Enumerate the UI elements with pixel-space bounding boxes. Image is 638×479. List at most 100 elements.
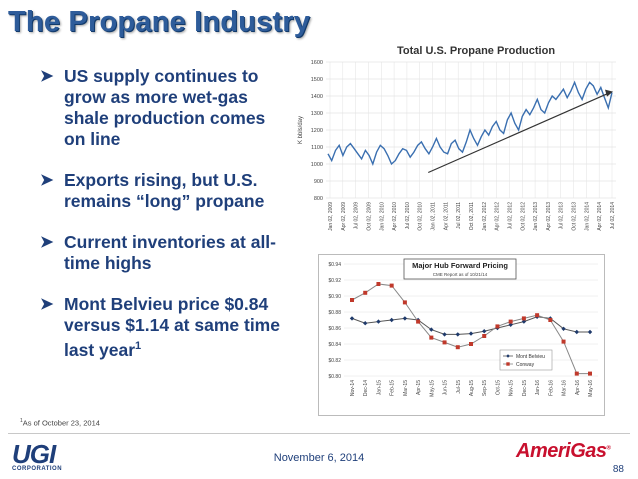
x-tick-label: Dec-14 (363, 380, 369, 396)
bullet-text: Exports rising, but U.S. remains “long” … (64, 170, 265, 211)
x-tick-label: Feb-16 (548, 380, 554, 396)
y-tick-label: 800 (314, 196, 323, 202)
x-tick-label: Jul-15 (456, 380, 462, 394)
chart-title: Total U.S. Propane Production (397, 45, 555, 57)
x-tick-label: Jan 02, 2014 (584, 202, 590, 231)
x-tick-label: Dec-15 (522, 380, 528, 396)
x-tick-label: Oct 02, 2011 (469, 202, 475, 230)
data-point (349, 316, 355, 321)
y-tick-label: 1500 (311, 77, 323, 83)
data-point (588, 371, 592, 376)
bullet-text: US supply continues to grow as more wet-… (64, 66, 266, 149)
x-tick-label: Feb-15 (390, 380, 396, 396)
data-point (561, 326, 566, 331)
x-tick-label: Jun-15 (443, 380, 449, 396)
trend-arrow-icon (605, 89, 613, 97)
y-tick-label: $0.92 (328, 278, 341, 284)
x-tick-label: Mar-16 (562, 380, 568, 396)
chart-title: Major Hub Forward Pricing (412, 261, 508, 270)
x-tick-label: Jul 02, 2010 (405, 202, 411, 229)
x-tick-label: Oct 02, 2010 (418, 202, 424, 231)
trademark-symbol: ® (606, 445, 611, 452)
data-point (363, 290, 368, 295)
data-point (548, 318, 553, 322)
footnote-number: 1 (20, 418, 23, 424)
data-point (350, 298, 354, 302)
bullet-list: ➤ US supply continues to grow as more wet… (40, 66, 290, 381)
legend-label: Conway (516, 362, 535, 368)
y-tick-label: $0.88 (328, 310, 341, 316)
x-tick-label: Jul 02, 2012 (507, 202, 513, 229)
x-tick-label: Mar-15 (403, 380, 409, 396)
x-tick-label: Apr-16 (575, 380, 581, 395)
footer-divider (8, 433, 630, 434)
x-tick-label: Oct 02, 2009 (366, 202, 372, 231)
arrow-bullet-icon: ➤ (40, 234, 54, 251)
ugi-logo-sub: CORPORATION (12, 466, 63, 472)
y-tick-label: $0.90 (328, 294, 341, 300)
data-point (416, 319, 421, 324)
y-tick-label: 1300 (311, 111, 323, 117)
bullet-item: ➤ Exports rising, but U.S. remains “long”… (40, 170, 290, 212)
data-point (442, 332, 447, 337)
data-point (363, 321, 368, 326)
y-tick-label: $0.86 (328, 326, 341, 332)
x-tick-label: Apr 02, 2013 (546, 202, 552, 231)
bullet-item: ➤ Current inventories at all-time highs (40, 232, 290, 274)
x-tick-label: Jul 02, 2011 (456, 202, 462, 229)
data-point (389, 317, 394, 323)
slide-date: November 6, 2014 (273, 452, 365, 464)
x-tick-label: Jan-16 (535, 380, 541, 396)
data-point (376, 319, 381, 324)
x-tick-label: Jan-15 (376, 380, 382, 396)
x-tick-label: Jan 02, 2012 (482, 202, 488, 231)
chart-subtitle: CME Report as of 10/21/14 (433, 272, 488, 277)
data-point (482, 329, 487, 334)
page-number: 88 (612, 464, 624, 475)
data-point (482, 334, 487, 338)
production-series-line (327, 80, 613, 166)
legend-label: Mont Belvieu (516, 354, 545, 360)
y-tick-label: 1000 (311, 162, 323, 168)
data-point (429, 335, 434, 340)
y-tick-label: $0.80 (328, 374, 341, 380)
ugi-logo: UGI CORPORATION (12, 439, 63, 472)
x-tick-label: Aug-15 (469, 380, 475, 396)
x-tick-label: Nov-15 (509, 380, 515, 396)
y-tick-label: 900 (314, 179, 323, 185)
data-point (561, 339, 566, 344)
bullet-text: Current inventories at all-time highs (64, 232, 276, 273)
ugi-logo-text: UGI (12, 439, 56, 469)
x-tick-label: Oct 02, 2013 (572, 202, 578, 231)
chart-title-box (403, 258, 517, 280)
bullet-item: ➤ Mont Belvieu price $0.84 versus $1.14 a… (40, 294, 290, 361)
x-tick-label: May-16 (588, 380, 594, 397)
y-tick-label: 1100 (311, 145, 323, 151)
legend-marker (506, 354, 510, 358)
footnote: 1As of October 23, 2014 (20, 418, 100, 428)
data-point (429, 327, 434, 332)
data-point (495, 324, 500, 329)
y-tick-label: $0.82 (328, 358, 341, 364)
x-tick-label: Sep-15 (482, 380, 488, 396)
data-point (389, 283, 394, 288)
data-point (469, 342, 473, 346)
production-chart: Total U.S. Propane Production K bbls/day 1… (298, 45, 616, 231)
y-tick-label: 1200 (311, 128, 323, 134)
y-axis-label: K bbls/day (298, 116, 304, 144)
arrow-bullet-icon: ➤ (40, 172, 54, 189)
amerigas-logo-text: AmeriGas (516, 440, 607, 462)
data-point (376, 282, 381, 286)
trend-line (427, 92, 611, 174)
y-tick-label: $0.84 (328, 342, 341, 348)
y-tick-label: 1600 (311, 60, 323, 66)
bullet-item: ➤ US supply continues to grow as more wet… (40, 66, 290, 150)
arrow-bullet-icon: ➤ (40, 68, 54, 85)
data-point (402, 300, 407, 305)
data-point (455, 345, 460, 350)
y-tick-label: $0.94 (328, 262, 341, 268)
footnote-marker: 1 (135, 340, 142, 352)
x-tick-label: Jan 02, 2009 (328, 202, 334, 231)
legend-marker (506, 362, 510, 366)
x-tick-label: Apr 02, 2014 (597, 202, 603, 231)
